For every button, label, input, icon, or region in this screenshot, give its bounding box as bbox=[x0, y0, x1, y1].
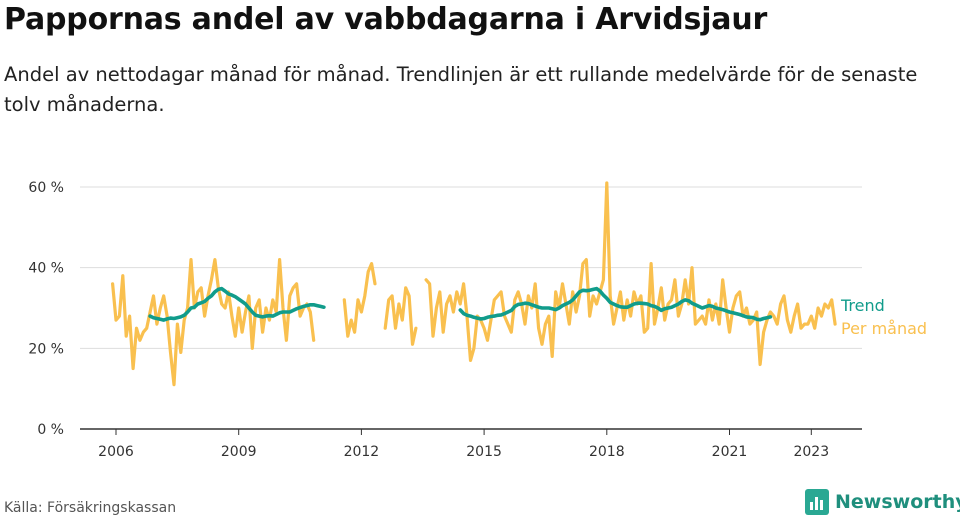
y-tick-label: 60 % bbox=[28, 180, 64, 196]
y-tick-label: 20 % bbox=[28, 341, 64, 357]
x-tick-label: 2021 bbox=[712, 444, 748, 460]
monthly-series-line bbox=[110, 258, 316, 387]
legend-per-manad: Per månad bbox=[841, 319, 927, 338]
x-tick-label: 2018 bbox=[589, 444, 625, 460]
y-tick-label: 0 % bbox=[37, 422, 64, 438]
y-tick-label: 40 % bbox=[28, 261, 64, 277]
x-tick-label: 2015 bbox=[466, 444, 502, 460]
x-tick-label: 2006 bbox=[98, 444, 134, 460]
x-tick-label: 2009 bbox=[221, 444, 257, 460]
monthly-series-line bbox=[424, 181, 837, 367]
x-axis: 2006 2009 2012 2015 2018 2021 2023 bbox=[80, 428, 862, 460]
source-note: Källa: Försäkringskassan bbox=[4, 500, 177, 516]
bar-chart-icon bbox=[805, 489, 829, 515]
y-gridlines bbox=[80, 186, 862, 349]
series-lines bbox=[110, 181, 837, 387]
chart-title: Pappornas andel av vabbdagarna i Arvidsj… bbox=[4, 2, 768, 37]
x-tick-label: 2012 bbox=[344, 444, 380, 460]
x-tick-label: 2023 bbox=[793, 444, 829, 460]
legend-trend: Trend bbox=[840, 296, 885, 315]
monthly-series-line bbox=[383, 286, 418, 346]
monthly-series-line bbox=[342, 262, 377, 338]
trend-series-line bbox=[148, 286, 326, 322]
trend-series-line bbox=[458, 286, 773, 322]
newsworthy-logo[interactable]: Newsworthy bbox=[805, 489, 960, 515]
chart-subtitle: Andel av nettodagar månad för månad. Tre… bbox=[4, 63, 918, 116]
y-axis-ticks: 0 % 20 % 40 % 60 % bbox=[28, 180, 64, 438]
brand-name: Newsworthy bbox=[835, 491, 960, 513]
